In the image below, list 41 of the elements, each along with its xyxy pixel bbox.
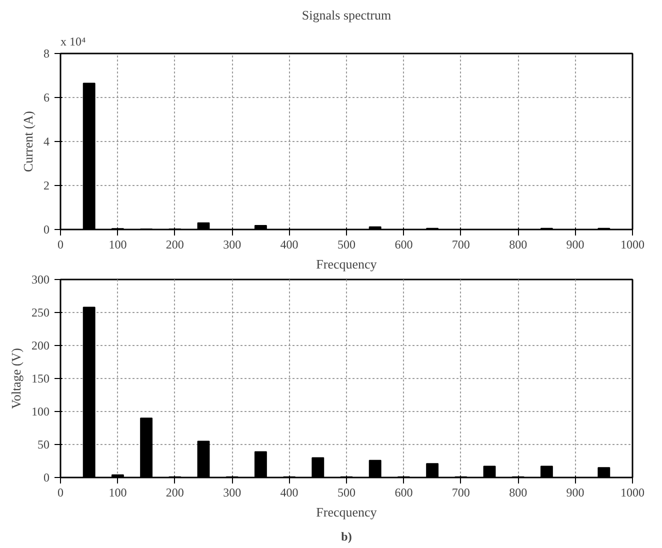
x-tick-label: 900 (566, 486, 584, 500)
x-tick-label: 100 (108, 486, 127, 500)
x-tick-label: 800 (509, 486, 528, 500)
y-tick-label: 4 (44, 134, 50, 148)
y-tick-label: 150 (32, 372, 50, 386)
y-axis-title: Current (A) (20, 110, 36, 172)
y-tick-label: 0 (44, 470, 50, 484)
chart-title: Signals spectrum (302, 8, 392, 22)
y-tick-label: 8 (44, 46, 50, 60)
text: x 10⁴ (60, 34, 86, 48)
x-tick-label: 0 (58, 486, 64, 500)
y-tick-label: 200 (32, 338, 50, 352)
x-tick-label: 900 (566, 238, 584, 252)
y-tick-label: 50 (38, 438, 50, 452)
x-tick-label: 200 (166, 486, 184, 500)
y-tick-label: 2 (44, 178, 50, 192)
x-tick-label: 700 (452, 238, 470, 252)
y-tick-label: 100 (32, 404, 50, 418)
x-tick-label: 300 (223, 238, 242, 252)
x-axis-title: Frecquency (316, 256, 378, 272)
x-tick-label: 700 (452, 486, 470, 500)
y-tick-label: 300 (32, 272, 50, 286)
x-tick-label: 800 (509, 238, 528, 252)
x-tick-label: 400 (280, 238, 298, 252)
x-tick-label: 100 (108, 238, 127, 252)
y-axis-title: Voltage (V) (8, 348, 24, 409)
x-tick-label: 1000 (620, 486, 644, 500)
x-tick-label: 600 (394, 238, 413, 252)
x-tick-label: 500 (338, 238, 356, 252)
x-axis-title: Frecquency (316, 504, 378, 520)
y-tick-label: 250 (32, 306, 50, 320)
x-tick-label: 0 (58, 238, 64, 252)
x-tick-label: 500 (338, 486, 356, 500)
text: b) (341, 530, 352, 544)
x-tick-label: 1000 (620, 238, 644, 252)
y-tick-label: 0 (44, 222, 50, 236)
y-tick-label: 6 (44, 90, 50, 104)
x-tick-label: 300 (223, 486, 242, 500)
x-tick-label: 400 (280, 486, 298, 500)
x-tick-label: 600 (394, 486, 413, 500)
x-tick-label: 200 (166, 238, 184, 252)
